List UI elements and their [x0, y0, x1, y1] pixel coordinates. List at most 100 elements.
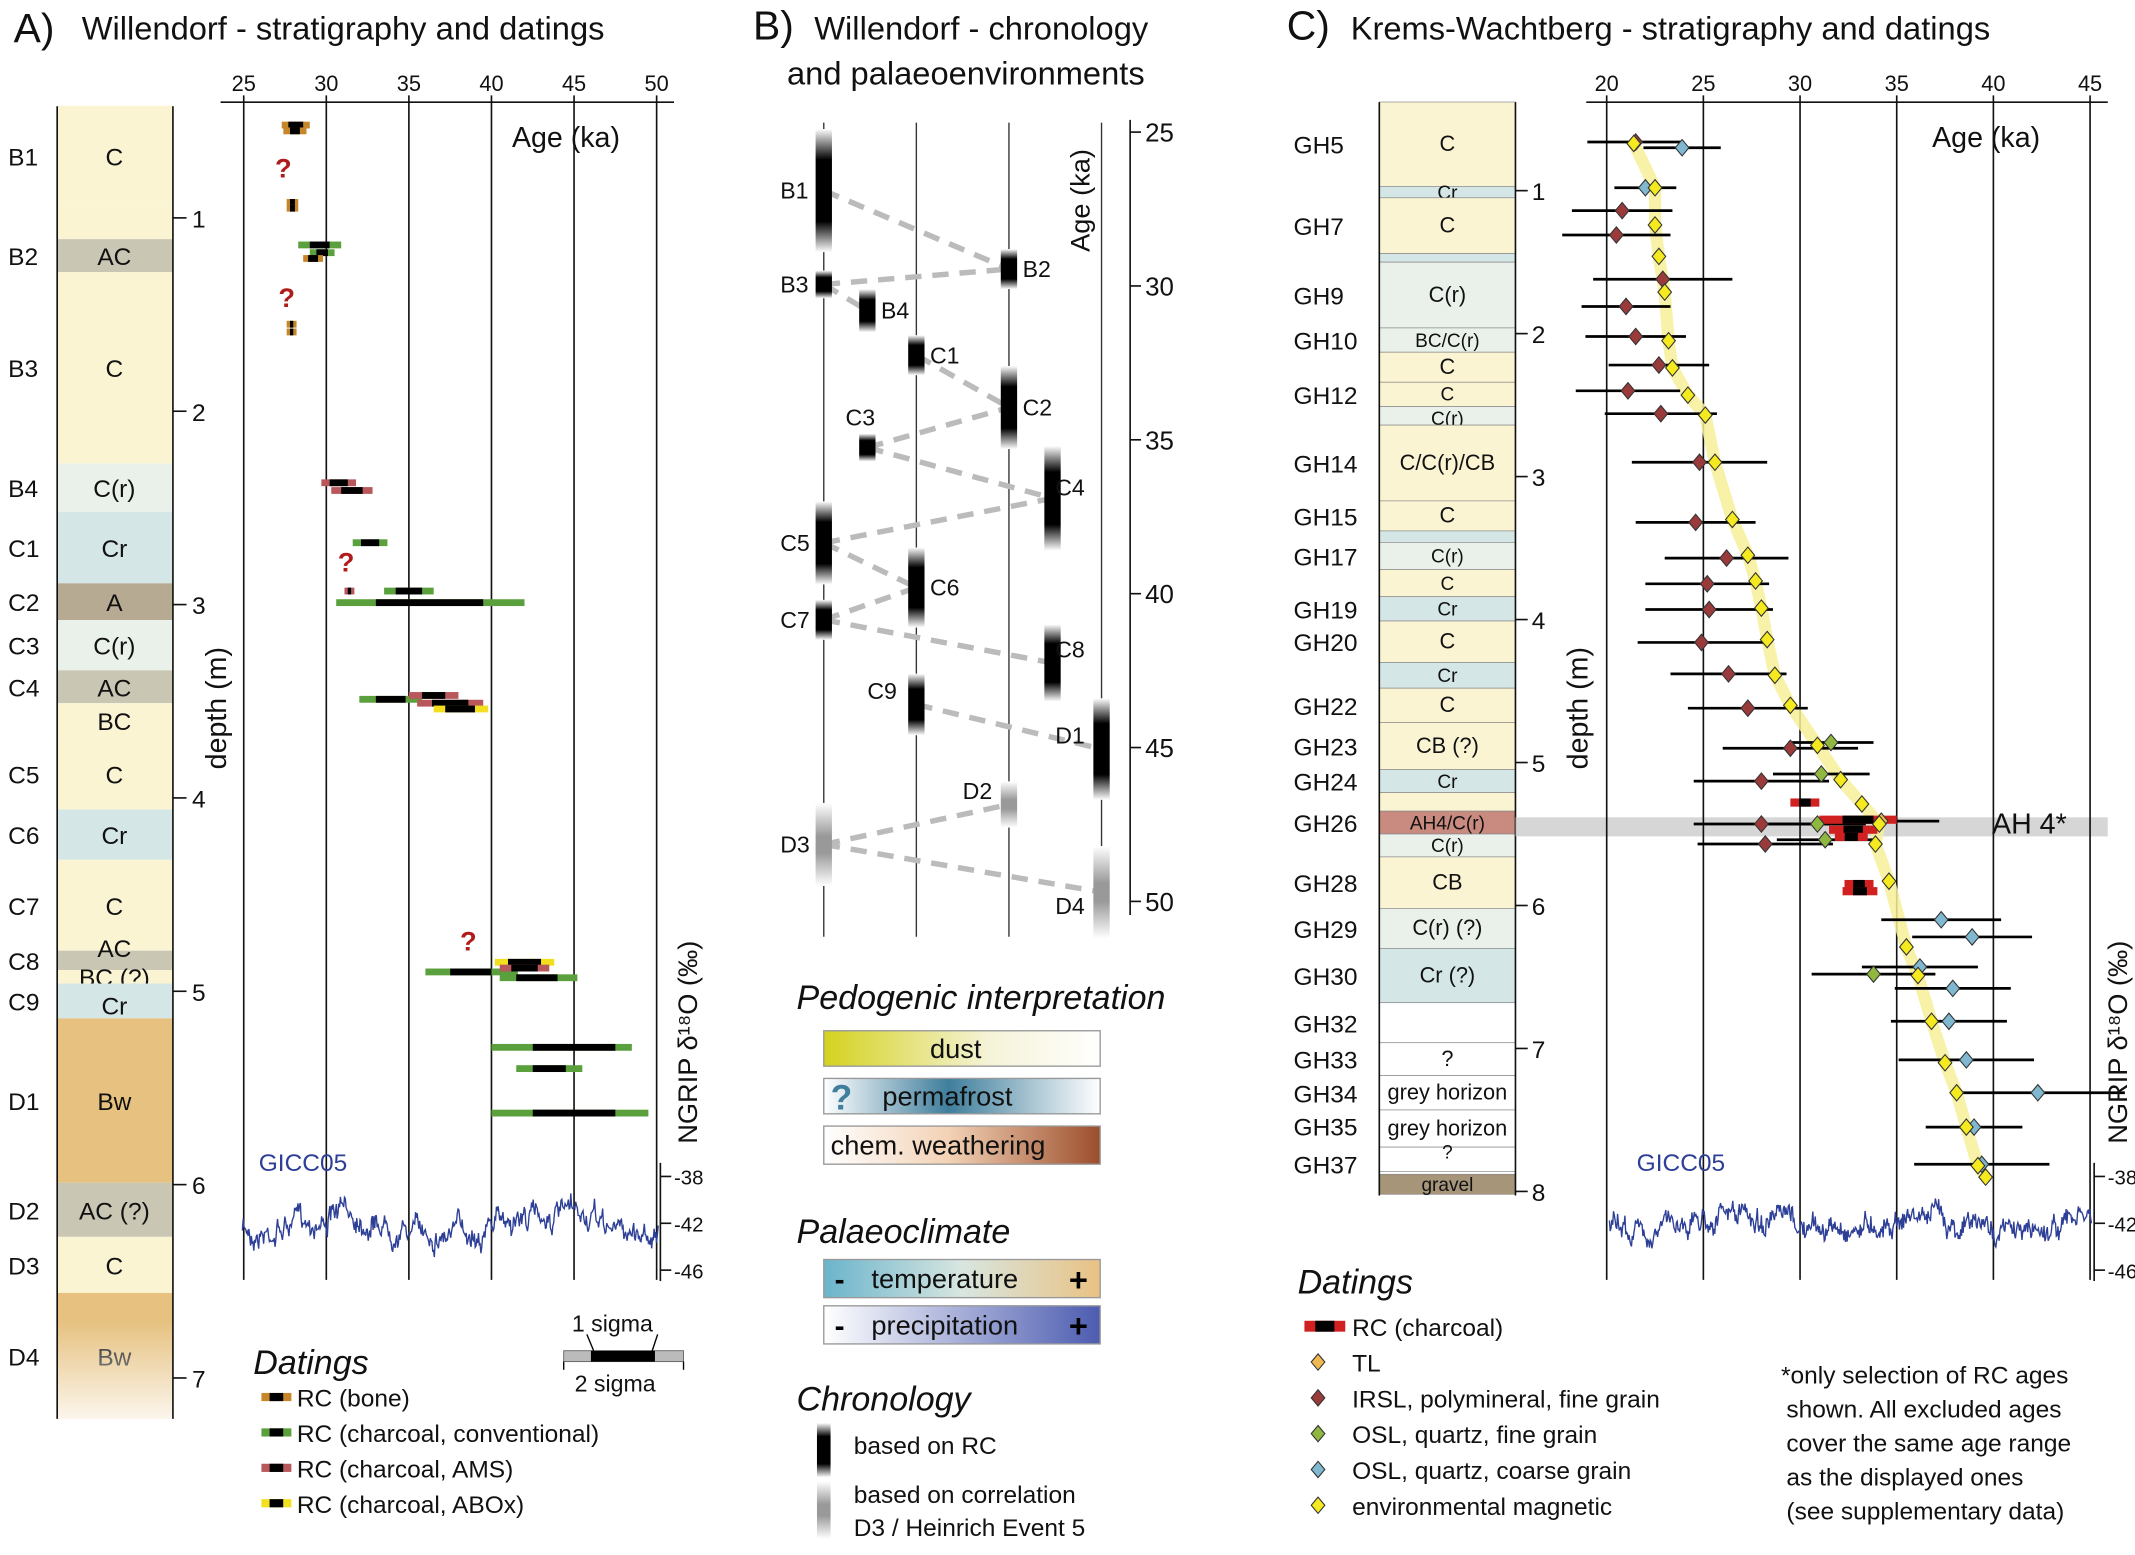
correlation-dashed-line — [823, 801, 1010, 848]
strat-layer — [57, 206, 173, 240]
correlation-dashed-line — [823, 495, 1054, 546]
horizon-label: C(r) — [1431, 409, 1464, 430]
precipitation-minus: - — [835, 1310, 845, 1343]
panel-b-title-line1: Willendorf - chronology — [814, 10, 1149, 47]
unit-label: GH17 — [1294, 544, 1358, 571]
depth-tick-label: 1 — [1532, 179, 1546, 206]
uncertain-question-mark: ? — [460, 926, 477, 957]
panel-a-letter: A) — [14, 5, 55, 51]
temperature-swatch — [823, 1258, 1101, 1299]
strat-layer — [57, 105, 173, 207]
unit-label: C5 — [8, 762, 39, 789]
panel-a-depth-label: depth (m) — [201, 647, 233, 769]
panel-a-legend-title: Datings — [253, 1344, 368, 1382]
legend-item-label: RC (charcoal, AMS) — [297, 1456, 513, 1483]
unit-label: GH12 — [1294, 383, 1358, 410]
env-magnetic-point — [1867, 834, 1883, 854]
chronology-unit-label: D3 — [780, 832, 810, 858]
correlation-label-2: D3 / Heinrich Event 5 — [854, 1515, 1086, 1542]
horizon-label: ? — [1441, 1046, 1453, 1071]
panel-c-age-label: Age (ka) — [1932, 122, 2040, 154]
depth-tick-label: 7 — [1532, 1037, 1546, 1064]
rc-charcoal-1sigma — [1842, 815, 1874, 824]
rc-dating-1sigma — [288, 121, 304, 129]
legend-item-label: RC (charcoal) — [1352, 1315, 1503, 1342]
rc-dating-1sigma — [309, 241, 330, 249]
horizon-label: Cr — [101, 993, 127, 1020]
strat-layer — [1378, 722, 1516, 771]
strat-layer — [57, 970, 173, 984]
unit-label: C3 — [8, 634, 39, 661]
age-tick-label: 40 — [1981, 71, 2005, 96]
irsl-point — [1691, 453, 1708, 472]
irsl-point — [1688, 513, 1704, 532]
correlation-dashed-line — [822, 188, 1011, 272]
panel-c-legend: RC (charcoal) TL IRSL, polymineral, fine g… — [1304, 1315, 1660, 1521]
legend-item-label: environmental magnetic — [1352, 1494, 1612, 1521]
depth-tick-label: 8 — [1532, 1180, 1546, 1207]
depth-tick-label: 5 — [192, 980, 206, 1007]
horizon-label: C — [106, 894, 124, 921]
unit-label: GH37 — [1294, 1153, 1358, 1180]
horizon-label: AC — [97, 675, 131, 702]
rc-dating-1sigma — [395, 587, 423, 595]
env-magnetic-point — [1833, 770, 1849, 789]
legend-item-label: TL — [1352, 1351, 1381, 1378]
rc-charcoal-1sigma — [1853, 887, 1867, 896]
unit-label: GH34 — [1294, 1081, 1358, 1108]
chronology-bar — [1000, 365, 1018, 450]
chronology-bar — [1044, 445, 1061, 551]
chronology-bar — [859, 433, 876, 462]
legend-diamond-icon — [1310, 1353, 1326, 1372]
sigma-pointer — [586, 1334, 595, 1351]
chronology-bar — [1093, 846, 1110, 939]
irsl-point — [1628, 327, 1644, 346]
column-fade — [57, 1319, 173, 1419]
strat-layer — [1378, 662, 1516, 689]
depth-tick-label: 6 — [192, 1173, 206, 1200]
chronology-unit-label: C3 — [846, 405, 876, 431]
rc-dating-1sigma — [347, 587, 352, 595]
gicc05-curve — [1608, 1198, 2093, 1250]
strat-layer — [57, 950, 173, 971]
unit-label: C7 — [8, 894, 39, 921]
horizon-label: BC/C(r) — [1415, 331, 1480, 352]
strat-layer — [1378, 542, 1516, 570]
horizon-label: C(r) — [1429, 282, 1466, 307]
horizon-label: gravel — [1421, 1175, 1473, 1196]
strat-layer — [57, 620, 173, 671]
correlation-dashed-line — [822, 584, 918, 623]
osl-fine-point — [1809, 814, 1825, 834]
osl-coarse-point — [1674, 138, 1690, 157]
horizon-label: grey horizon — [1387, 1080, 1507, 1105]
chronology-bar — [1044, 624, 1061, 702]
unit-label: GH5 — [1294, 133, 1344, 160]
horizon-label: C(r) (?) — [1412, 915, 1482, 940]
legend-swatch-core — [269, 1499, 284, 1508]
irsl-point — [1618, 297, 1634, 316]
horizon-label: C — [1440, 212, 1456, 237]
unit-label: GH33 — [1294, 1048, 1358, 1075]
env-magnetic-point — [1958, 1118, 1974, 1137]
rc-dating-1sigma — [308, 255, 319, 262]
age-tick-label: 45 — [1145, 735, 1174, 763]
horizon-label: AC (?) — [79, 1198, 150, 1225]
rc-dating-1sigma — [289, 127, 300, 135]
chronology-bar — [859, 289, 876, 333]
env-magnetic-point — [1661, 331, 1677, 350]
env-magnetic-point — [1647, 178, 1663, 197]
strat-layer — [57, 670, 173, 704]
strat-layer — [1378, 424, 1516, 502]
horizon-label: C/C(r)/CB — [1400, 450, 1496, 475]
ngrip-tick-label: -42 — [2108, 1214, 2135, 1236]
irsl-point — [1651, 356, 1667, 375]
unit-label: GH10 — [1294, 329, 1358, 356]
note-line: (see supplementary data) — [1786, 1499, 2064, 1526]
irsl-point — [1753, 814, 1769, 834]
permafrost-question-mark: ? — [831, 1078, 853, 1118]
age-tick-label: 35 — [1885, 71, 1909, 96]
chronology-unit-label: C4 — [1055, 475, 1085, 501]
age-tick-label: 45 — [2078, 71, 2102, 96]
legend-diamond-icon — [1310, 1460, 1326, 1479]
irsl-point — [1757, 834, 1773, 854]
